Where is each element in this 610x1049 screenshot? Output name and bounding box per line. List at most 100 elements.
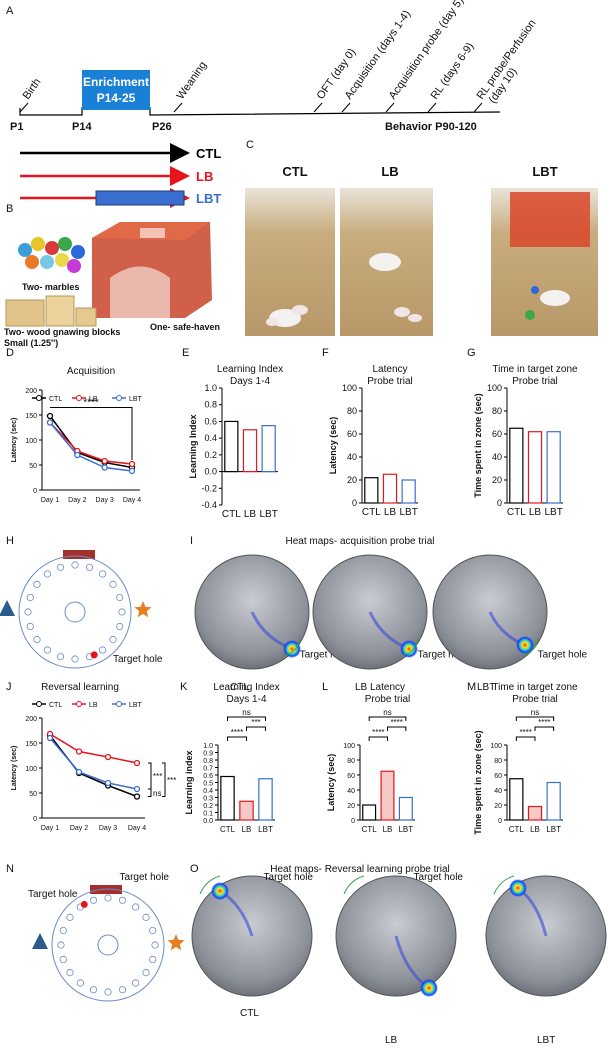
- bar: [401, 479, 416, 504]
- panel-label: O: [190, 863, 199, 875]
- x-tick-label: CTL: [220, 825, 236, 834]
- chart-title: Learning Index: [213, 682, 279, 693]
- y-tick-label: 100: [342, 383, 357, 393]
- cue-triangle: [0, 600, 15, 616]
- hole: [56, 563, 65, 571]
- point: [101, 464, 108, 471]
- y-tick-label: 0.3: [203, 796, 213, 803]
- bar: [220, 775, 235, 821]
- group-label: LBT: [537, 1035, 555, 1046]
- group-label: LB: [385, 1035, 398, 1046]
- chart-subtitle: Days 1-4: [230, 376, 270, 387]
- y-tick-label: 20: [492, 475, 502, 485]
- panel-label: M: [467, 681, 476, 693]
- y-tick-label: 50: [29, 791, 37, 798]
- x-tick-label: Day 2: [70, 825, 88, 832]
- y-axis-label: Latency (sec): [326, 754, 336, 812]
- point: [46, 412, 54, 420]
- legend-label: CTL: [49, 396, 62, 403]
- x-tick-label: LB: [529, 507, 542, 518]
- y-tick-label: 20: [347, 475, 357, 485]
- x-tick-label: LBT: [399, 507, 417, 518]
- y-tick-label: 0.0: [203, 818, 213, 825]
- cue-triangle: [32, 933, 48, 949]
- panel-label: K: [180, 681, 188, 693]
- target-arc: [199, 875, 221, 895]
- chart-title: Acquisition: [67, 366, 115, 377]
- age-label: P26: [152, 121, 172, 133]
- y-tick-label: 0.2: [204, 450, 217, 460]
- x-tick-label: LB: [530, 825, 540, 834]
- cue-star: [167, 934, 185, 951]
- cage-label: CTL: [282, 164, 307, 179]
- y-tick-label: 80: [347, 406, 357, 416]
- y-tick-label: 0: [33, 816, 37, 823]
- panel-label: I: [190, 535, 193, 547]
- panel-label: J: [6, 681, 12, 693]
- y-tick-label: 0.4: [204, 433, 217, 443]
- target-hole: [80, 900, 88, 908]
- y-tick-label: 150: [25, 413, 37, 420]
- bar: [239, 800, 254, 821]
- x-tick-label: LBT: [259, 509, 277, 520]
- hole: [71, 561, 79, 569]
- group-label: CTL: [240, 1008, 259, 1019]
- point: [74, 451, 81, 459]
- hole: [116, 593, 124, 602]
- bracket: [227, 716, 266, 721]
- panel-label: L: [322, 681, 328, 693]
- point: [133, 793, 141, 800]
- panel-label: A: [6, 5, 14, 17]
- panel-label: E: [182, 347, 189, 359]
- heat-spot: [516, 636, 534, 654]
- y-tick-label: 1.0: [204, 383, 217, 393]
- panel-label: D: [6, 347, 14, 359]
- bar: [527, 431, 543, 504]
- y-axis-label: Learning index: [184, 750, 194, 814]
- hole: [109, 580, 117, 588]
- hole: [149, 955, 157, 964]
- event-tick: [313, 102, 323, 113]
- bracket: [368, 716, 407, 721]
- bar: [364, 477, 379, 504]
- bar: [362, 804, 377, 821]
- y-tick-label: 80: [494, 758, 502, 765]
- event-label: RL (days 6-9): [429, 41, 477, 102]
- target-label: Target hole: [538, 649, 588, 660]
- y-tick-label: 100: [25, 438, 37, 445]
- legend-marker: [36, 395, 42, 401]
- center: [97, 934, 119, 956]
- y-tick-label: 0: [498, 818, 502, 825]
- x-tick-label: LBT: [258, 825, 273, 834]
- y-tick-label: 0.1: [203, 811, 213, 818]
- x-tick-label: LB: [244, 509, 257, 520]
- legend-marker: [36, 701, 42, 707]
- annotation: ****: [519, 728, 531, 737]
- hole: [116, 622, 124, 631]
- y-tick-label: 200: [25, 388, 37, 395]
- hole: [104, 988, 112, 996]
- hole: [66, 913, 74, 921]
- visual-cue: [63, 550, 95, 559]
- chart-title: Latency: [370, 682, 405, 693]
- cage-photo: [491, 188, 598, 336]
- marbles-illustration: [18, 237, 85, 273]
- hole: [43, 570, 51, 578]
- hole: [149, 926, 157, 935]
- group-label: LB: [196, 169, 213, 184]
- chart-subtitle: Days 1-4: [226, 694, 266, 705]
- hole: [99, 570, 107, 578]
- y-tick-label: 0: [351, 818, 355, 825]
- hole: [132, 903, 140, 911]
- x-tick-label: CTL: [362, 825, 378, 834]
- item-label: One- safe-haven: [150, 322, 220, 332]
- y-tick-label: 40: [494, 788, 502, 795]
- annotation: ns: [531, 708, 539, 717]
- line: [49, 735, 138, 798]
- age-label: P14: [72, 121, 92, 133]
- legend-label: LB: [89, 396, 98, 403]
- point: [128, 467, 136, 475]
- x-tick-label: CTL: [362, 507, 381, 518]
- point: [133, 759, 141, 767]
- x-tick-label: LB: [383, 825, 393, 834]
